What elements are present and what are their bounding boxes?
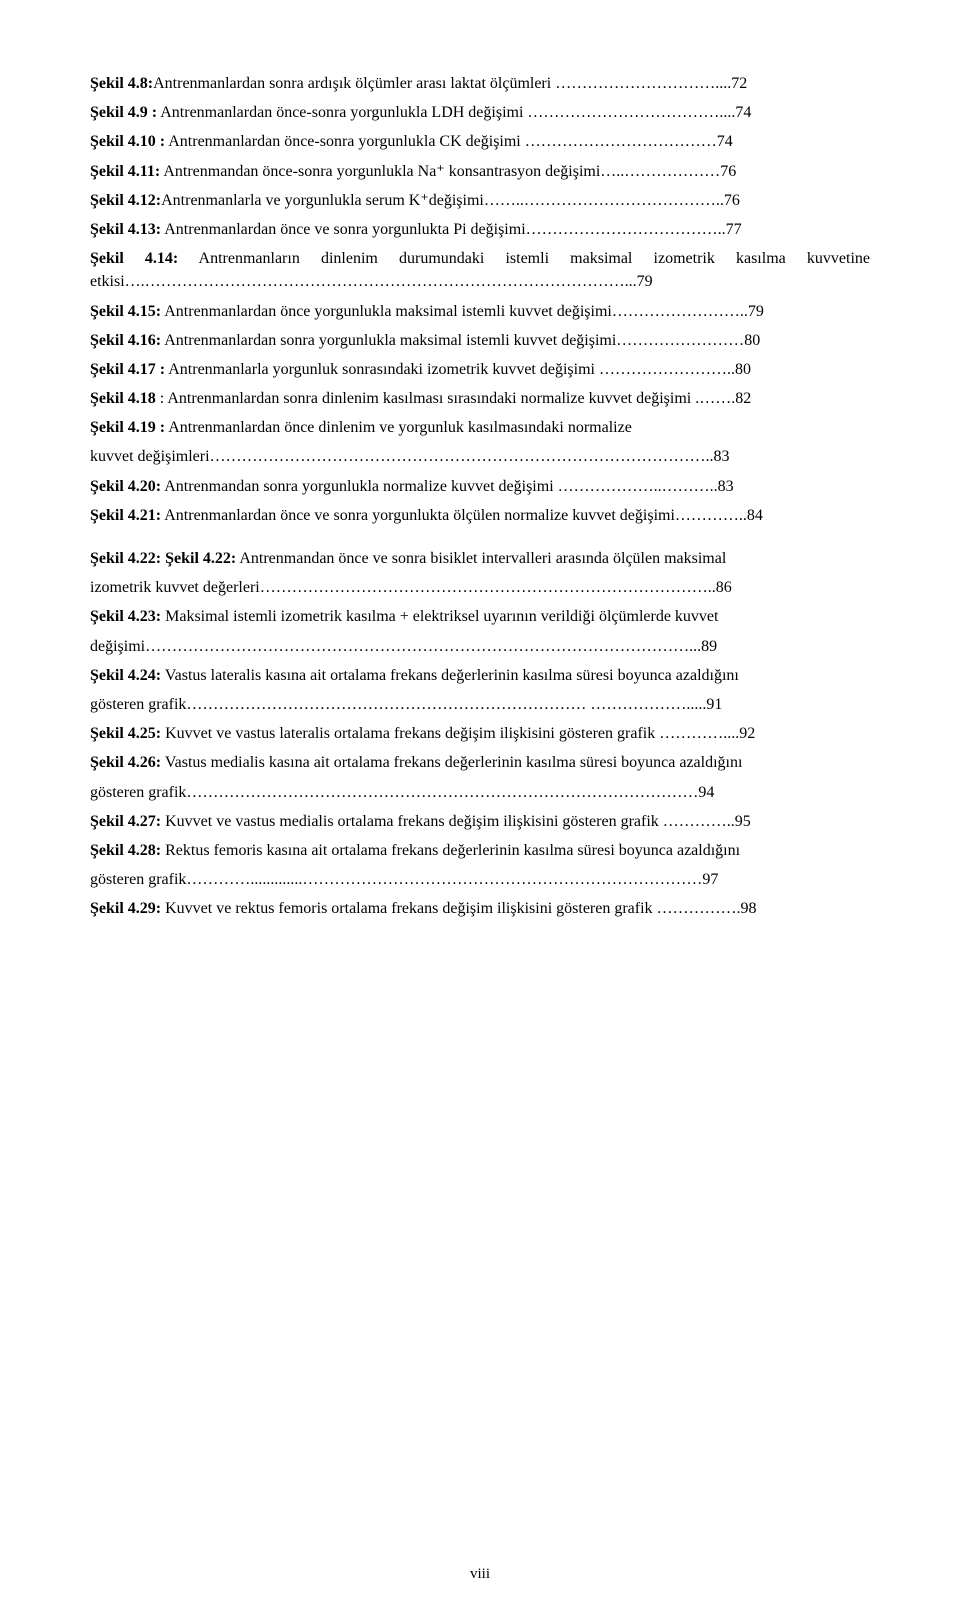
figure-label: Şekil 4.11: [90, 163, 160, 180]
figure-label: Şekil 4.13: [90, 221, 161, 238]
figure-entry: Şekil 4.15: Antrenmanlardan önce yorgunl… [90, 300, 870, 323]
figure-label: Şekil 4.14: [90, 250, 178, 267]
figure-entry: gösteren grafik………….............……………………… [90, 868, 870, 891]
figure-text: Antrenmandan sonra yorgunlukla normalize… [161, 478, 734, 495]
figure-text: Antrenmanlarla yorgunluk sonrasındaki iz… [165, 361, 751, 378]
figure-entry: Şekil 4.10 : Antrenmanlardan önce-sonra … [90, 130, 870, 153]
figure-entry: Şekil 4.11: Antrenmandan önce-sonra yorg… [90, 160, 870, 183]
figure-label: Şekil 4.15: [90, 303, 161, 320]
figure-text: : Antrenmanlardan sonra dinlenim kasılma… [156, 390, 751, 407]
figure-label: Şekil 4.21: [90, 507, 161, 524]
figure-entry: Şekil 4.17 : Antrenmanlarla yorgunluk so… [90, 358, 870, 381]
figure-entry: değişimi……………………………………………………………………………………… [90, 635, 870, 658]
figure-label: Şekil 4.19 : [90, 419, 165, 436]
figure-label: Şekil 4.27: [90, 813, 161, 830]
figure-text: Vastus medialis kasına ait ortalama frek… [161, 754, 742, 771]
figure-label: Şekil 4.17 : [90, 361, 165, 378]
figure-text: Maksimal istemli izometrik kasılma + ele… [161, 608, 718, 625]
figure-text: Antrenmanlarla ve yorgunlukla serum K⁺de… [161, 192, 740, 209]
figure-text: Rektus femoris kasına ait ortalama freka… [161, 842, 740, 859]
figure-label: Şekil 4.26: [90, 754, 161, 771]
figure-text: Kuvvet ve vastus medialis ortalama freka… [161, 813, 751, 830]
figure-entry: Şekil 4.27: Kuvvet ve vastus medialis or… [90, 810, 870, 833]
figure-label: Şekil 4.23: [90, 608, 161, 625]
figure-text: Antrenmanlardan önce yorgunlukla maksima… [161, 303, 764, 320]
figure-label: Şekil 4.29: [90, 900, 161, 917]
figure-entry: Şekil 4.20: Antrenmandan sonra yorgunluk… [90, 475, 870, 498]
figure-entry: Şekil 4.22: Şekil 4.22: Antrenmandan önc… [90, 547, 870, 570]
figure-text: Antrenmanlardan önce-sonra yorgunlukla C… [165, 133, 733, 150]
figure-entry: Şekil 4.12:Antrenmanlarla ve yorgunlukla… [90, 189, 870, 212]
figure-entry: Şekil 4.16: Antrenmanlardan sonra yorgun… [90, 329, 870, 352]
figure-label: Şekil 4.20: [90, 478, 161, 495]
spacer [90, 533, 870, 547]
figure-text: gösteren grafik…………………………………………………………………… [90, 784, 714, 801]
figure-entry: Şekil 4.24: Vastus lateralis kasına ait … [90, 664, 870, 687]
figure-text: kuvvet değişimleri…………………………………………………………… [90, 448, 730, 465]
figure-text: Vastus lateralis kasına ait ortalama fre… [161, 667, 739, 684]
figure-text: Antrenmanlardan sonra ardışık ölçümler a… [153, 75, 747, 92]
figure-entry: Şekil 4.9 : Antrenmanlardan önce-sonra y… [90, 101, 870, 124]
figure-text: değişimi……………………………………………………………………………………… [90, 638, 717, 655]
figure-entry: Şekil 4.25: Kuvvet ve vastus lateralis o… [90, 722, 870, 745]
figure-entry: kuvvet değişimleri…………………………………………………………… [90, 445, 870, 468]
figure-entry: Şekil 4.18 : Antrenmanlardan sonra dinle… [90, 387, 870, 410]
figure-label: Şekil 4.22: Şekil 4.22: [90, 550, 236, 567]
page: Şekil 4.8:Antrenmanlardan sonra ardışık … [0, 0, 960, 1617]
figure-entry: Şekil 4.28: Rektus femoris kasına ait or… [90, 839, 870, 862]
figure-text: Antrenmanlardan sonra yorgunlukla maksim… [161, 332, 760, 349]
figure-text: Antrenmanlardan önce ve sonra yorgunlukt… [161, 221, 742, 238]
figure-entry: Şekil 4.14: Antrenmanların dinlenim duru… [90, 247, 870, 293]
figure-entry: Şekil 4.19 : Antrenmanlardan önce dinlen… [90, 416, 870, 439]
figure-text: Antrenmanlardan önce dinlenim ve yorgunl… [165, 419, 632, 436]
figure-label: Şekil 4.10 : [90, 133, 165, 150]
figure-text: Antrenmanlardan önce ve sonra yorgunlukt… [161, 507, 763, 524]
figure-label: Şekil 4.8: [90, 75, 153, 92]
figure-text: izometrik kuvvet değerleri……………………………………… [90, 579, 732, 596]
figure-text: Antrenmanların dinlenim durumundaki iste… [90, 250, 870, 290]
figure-text: Kuvvet ve rektus femoris ortalama frekan… [161, 900, 756, 917]
figure-entry: gösteren grafik…………………………………………………………………… [90, 781, 870, 804]
figure-label: Şekil 4.24: [90, 667, 161, 684]
figure-text: Antrenmandan önce ve sonra bisiklet inte… [236, 550, 726, 567]
page-number: viii [0, 1566, 960, 1583]
figure-text: gösteren grafik…………………………………………………………………… [90, 696, 722, 713]
figure-label: Şekil 4.9 : [90, 104, 157, 121]
figure-label: Şekil 4.28: [90, 842, 161, 859]
figure-label: Şekil 4.25: [90, 725, 161, 742]
figure-entry: Şekil 4.13: Antrenmanlardan önce ve sonr… [90, 218, 870, 241]
figure-label: Şekil 4.18 [90, 390, 156, 407]
figure-text: Antrenmandan önce-sonra yorgunlukla Na⁺ … [160, 163, 736, 180]
figure-entry: Şekil 4.23: Maksimal istemli izometrik k… [90, 605, 870, 628]
figure-list: Şekil 4.8:Antrenmanlardan sonra ardışık … [90, 72, 870, 920]
figure-entry: Şekil 4.8:Antrenmanlardan sonra ardışık … [90, 72, 870, 95]
figure-label: Şekil 4.16: [90, 332, 161, 349]
figure-text: Kuvvet ve vastus lateralis ortalama frek… [161, 725, 755, 742]
figure-text: gösteren grafik………….............……………………… [90, 871, 718, 888]
figure-entry: Şekil 4.26: Vastus medialis kasına ait o… [90, 751, 870, 774]
figure-entry: Şekil 4.21: Antrenmanlardan önce ve sonr… [90, 504, 870, 527]
figure-entry: izometrik kuvvet değerleri……………………………………… [90, 576, 870, 599]
figure-entry: Şekil 4.29: Kuvvet ve rektus femoris ort… [90, 897, 870, 920]
figure-label: Şekil 4.12: [90, 192, 161, 209]
figure-text: Antrenmanlardan önce-sonra yorgunlukla L… [157, 104, 751, 121]
figure-entry: gösteren grafik…………………………………………………………………… [90, 693, 870, 716]
